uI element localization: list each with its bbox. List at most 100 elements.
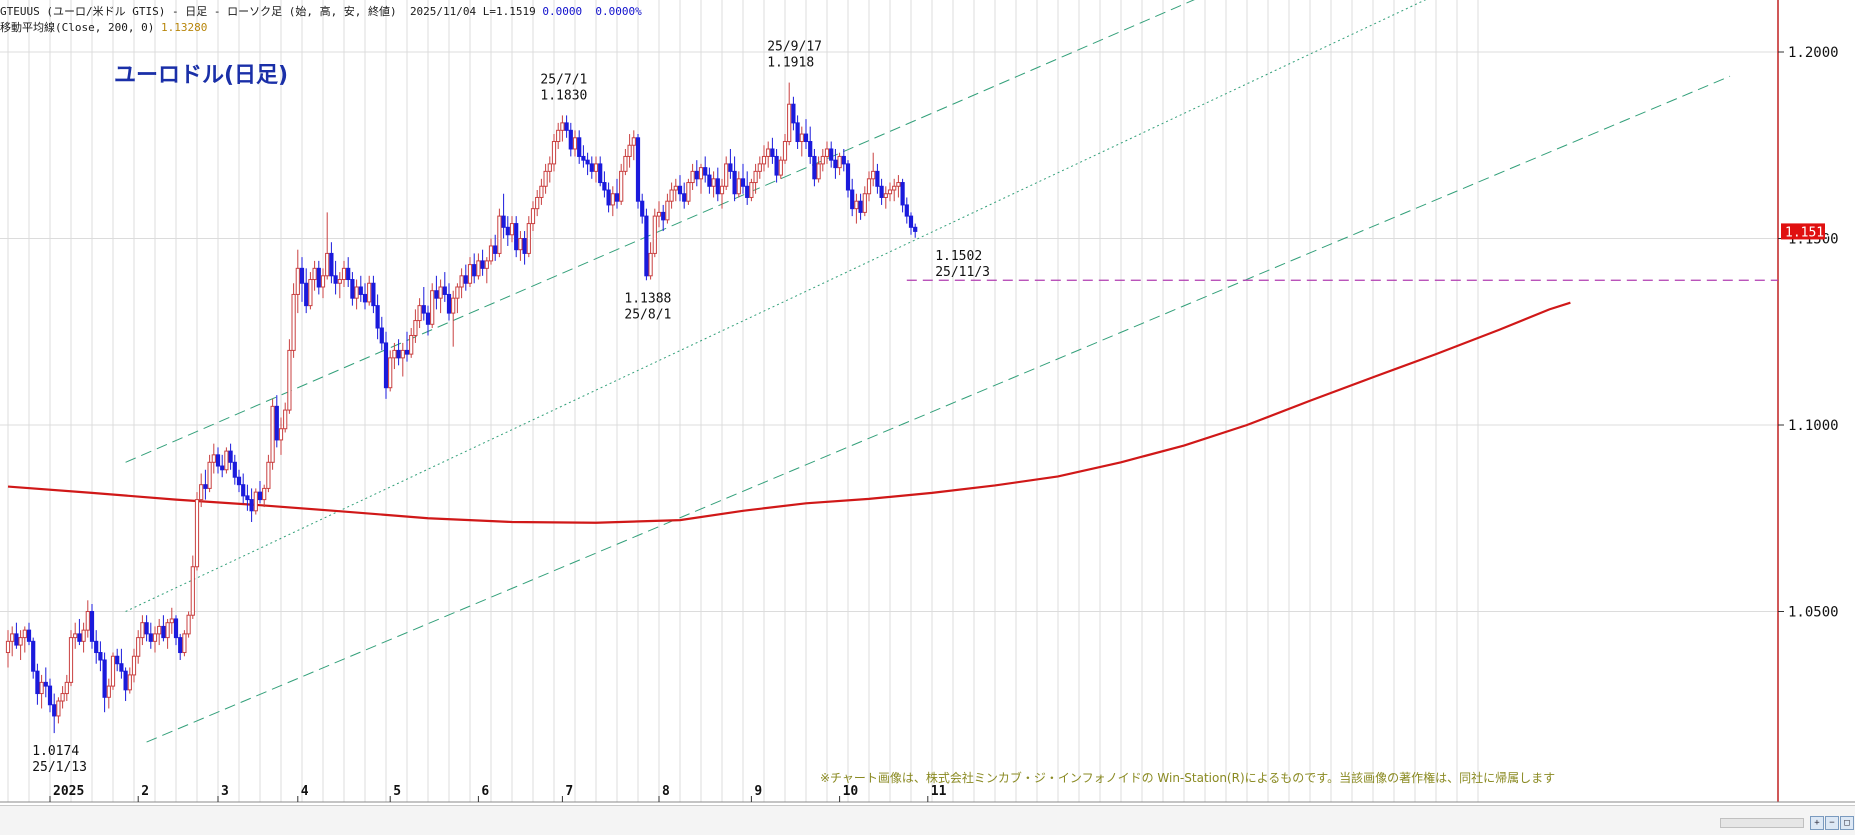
candle [140,615,145,646]
candle [371,275,376,314]
candle [81,622,86,653]
candle-body [421,305,426,314]
candle [115,648,120,672]
candle-body [123,670,128,691]
candle [190,555,195,619]
candle [337,272,342,299]
y-tick-label: 1.0500 [1788,605,1839,621]
candle [106,678,111,709]
candle [610,186,615,217]
candle [430,283,435,329]
x-tick-label: 2025 [53,784,84,799]
header-change-pct: 0.0000% [595,5,642,18]
candle [782,134,788,164]
candle [619,163,624,205]
chart-header: GTEUUS (ユーロ/米ドル GTIS) - 日足 - ローソク足 (始, 高… [0,0,1770,36]
candle [354,279,359,310]
candle-body [81,629,86,642]
candle-body [677,185,683,195]
candle-body [850,189,855,210]
candle-body [388,357,393,389]
candle [270,398,275,470]
candle-body [602,182,607,191]
ma-legend: 移動平均線(Close, 200, 0) 1.13280 [0,19,207,35]
horizontal-scrollbar[interactable] [1720,818,1804,828]
candle-body [52,704,57,717]
candle-body [434,290,439,299]
annotation-date: 25/1/13 [32,760,87,775]
candle [85,600,90,638]
candle [22,626,27,653]
candle [631,130,636,161]
candle [757,156,762,179]
candle-body [480,260,485,269]
candles-group [5,82,918,734]
candle [438,279,443,314]
candle-body [568,129,573,150]
candle [68,630,74,687]
candle [316,260,321,295]
candle [161,615,166,642]
candle-body [841,155,846,165]
annotation-value: 1.1388 [624,291,671,306]
candle-body [241,484,246,497]
candle-body [73,633,78,639]
channel-line [146,75,1731,743]
candle-body [115,655,120,665]
candle [169,607,174,634]
candle-body [610,193,615,206]
candle [497,208,502,258]
candle-body [320,275,326,288]
candle [820,148,825,172]
header-change: 0.0000 [542,5,583,18]
candle [514,216,519,258]
candle [677,175,683,202]
annotation-date: 25/8/1 [624,307,671,322]
candle [896,175,901,198]
fit-icon[interactable]: □ [1840,816,1854,830]
candle-body [808,141,813,157]
candle [556,122,561,149]
candle [350,272,355,306]
candle [64,674,69,702]
candle-body [350,279,355,299]
candle-body [577,137,582,157]
ma-label: 移動平均線(Close, 200, 0) [0,21,155,34]
candle [623,148,628,176]
candle [480,249,485,276]
candle-body [711,178,716,187]
candle [585,152,590,176]
candle-body [782,141,788,161]
zoom-in-icon[interactable]: + [1810,816,1824,830]
candle [694,160,699,187]
candle [522,231,527,265]
candle-body [375,305,380,329]
candle-body [392,349,397,359]
candle-body [287,349,292,411]
candle-body [140,622,145,639]
candle [379,316,384,351]
candle-body [648,252,653,277]
candle-body [358,286,363,295]
candle-body [635,137,641,202]
candle [749,178,754,202]
candle-body [152,633,158,642]
candle-body [157,625,162,635]
zoom-out-icon[interactable]: − [1825,816,1839,830]
candle [560,115,565,142]
candle [152,626,158,653]
candle-body [299,267,305,284]
candle [913,223,918,238]
candle-body [131,655,137,676]
candle-body [829,148,834,161]
candle-body [106,685,111,698]
candle-body [173,618,179,639]
candle [703,156,708,183]
candle [711,171,716,198]
candle-body [266,461,271,489]
candle-body [224,450,229,471]
candle-body [514,223,519,251]
candle-body [656,211,662,217]
candle-body [220,465,225,471]
candle [329,242,334,284]
